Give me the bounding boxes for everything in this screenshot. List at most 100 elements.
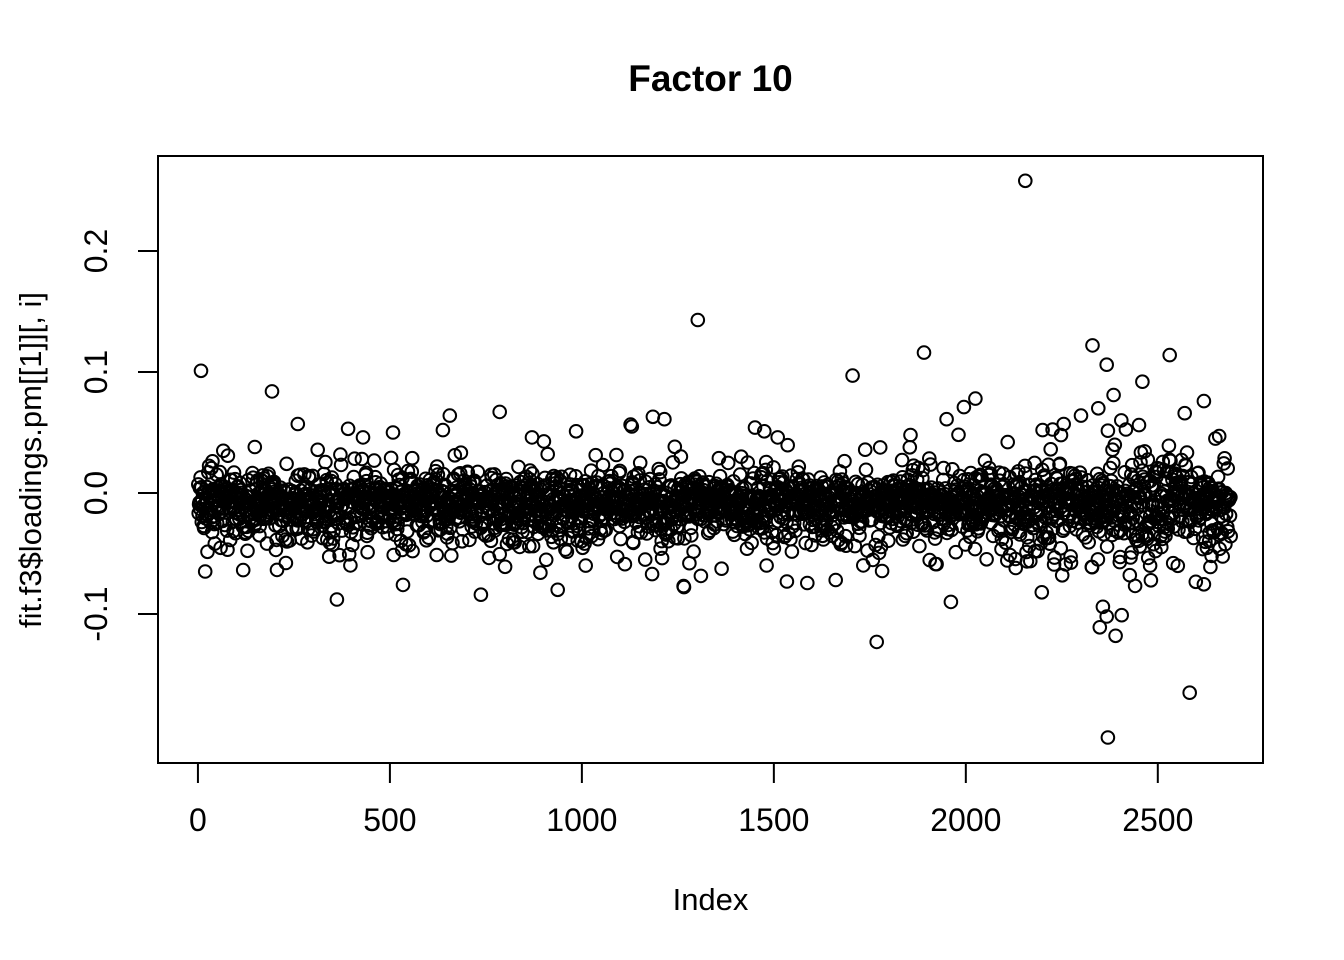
data-point	[1223, 490, 1238, 505]
data-point	[332, 547, 347, 563]
data-point	[1177, 405, 1192, 421]
data-point	[827, 516, 842, 532]
data-point	[430, 467, 446, 482]
data-point	[739, 541, 755, 557]
plot-box	[157, 155, 1264, 764]
data-point	[915, 470, 930, 486]
data-point	[550, 582, 566, 598]
data-point	[333, 447, 348, 462]
data-point	[347, 451, 362, 467]
data-point	[442, 408, 458, 423]
data-point	[318, 454, 333, 470]
data-point	[828, 572, 844, 588]
data-point	[1171, 522, 1186, 537]
data-point	[936, 460, 951, 476]
data-point	[1095, 599, 1111, 615]
data-point	[652, 472, 667, 487]
data-point	[525, 538, 541, 554]
data-point	[598, 522, 614, 538]
data-point	[1161, 438, 1177, 454]
data-point	[232, 475, 248, 491]
data-point	[845, 368, 860, 383]
data-point	[193, 363, 209, 379]
data-point	[595, 457, 611, 473]
data-point	[979, 552, 994, 567]
data-point	[779, 574, 795, 589]
data-point	[385, 425, 401, 440]
data-point	[1035, 422, 1050, 438]
data-point	[871, 545, 887, 561]
data-point	[1100, 423, 1116, 439]
data-point	[310, 442, 326, 458]
x-axis-label: Index	[672, 882, 749, 917]
data-point	[1100, 730, 1116, 745]
data-point	[429, 547, 445, 563]
data-point	[1099, 357, 1114, 373]
data-point	[1204, 548, 1219, 564]
data-point	[609, 447, 624, 463]
data-point	[617, 556, 633, 572]
data-point	[943, 594, 959, 610]
data-point	[1053, 541, 1068, 556]
data-point	[1091, 401, 1106, 416]
data-point	[1043, 442, 1058, 457]
data-point	[994, 531, 1010, 547]
data-point	[395, 577, 411, 593]
x-tick-label: 2000	[930, 802, 1001, 838]
data-point	[780, 437, 796, 453]
data-point	[977, 453, 993, 469]
data-point	[405, 543, 420, 559]
data-point	[687, 473, 703, 488]
data-point	[1092, 620, 1108, 635]
data-point	[1018, 173, 1033, 189]
data-point	[916, 345, 932, 360]
data-point	[220, 542, 235, 558]
data-point	[507, 535, 523, 550]
data-point	[333, 457, 349, 473]
data-point	[453, 445, 469, 461]
data-point	[1140, 452, 1156, 467]
data-point	[216, 443, 231, 459]
data-point	[559, 544, 575, 560]
data-point	[948, 544, 964, 560]
data-point	[967, 541, 983, 557]
data-point	[1114, 607, 1129, 623]
data-point	[290, 416, 306, 432]
data-point	[838, 528, 853, 544]
data-point	[305, 468, 321, 484]
data-point	[1158, 528, 1173, 544]
data-point	[1056, 416, 1071, 432]
y-tick-label: -0.1	[78, 586, 114, 641]
data-point	[524, 430, 540, 445]
data-point	[470, 464, 486, 480]
data-point	[390, 516, 405, 532]
data-point	[498, 517, 514, 533]
data-point	[612, 463, 628, 479]
data-point	[1203, 559, 1218, 575]
data-point	[923, 457, 938, 472]
data-point	[852, 528, 867, 543]
data-point	[968, 391, 983, 406]
data-point	[1085, 338, 1100, 353]
data-point	[1108, 628, 1123, 644]
data-point	[269, 562, 285, 578]
data-point	[684, 528, 699, 543]
data-point	[766, 460, 781, 475]
data-point	[775, 469, 790, 484]
data-point	[213, 540, 228, 556]
data-point	[1217, 451, 1232, 466]
data-point	[1073, 408, 1089, 423]
data-point	[546, 535, 561, 550]
y-tick-label: 0.2	[78, 229, 114, 273]
data-point	[690, 312, 706, 328]
x-tick-label: 1500	[738, 802, 809, 838]
data-point	[1137, 444, 1152, 459]
data-point	[757, 424, 772, 439]
data-point	[200, 544, 215, 560]
data-point	[714, 561, 729, 577]
data-point	[358, 465, 374, 481]
data-point	[247, 439, 263, 455]
data-point	[927, 531, 943, 546]
data-point	[637, 552, 653, 567]
data-point	[235, 562, 251, 578]
